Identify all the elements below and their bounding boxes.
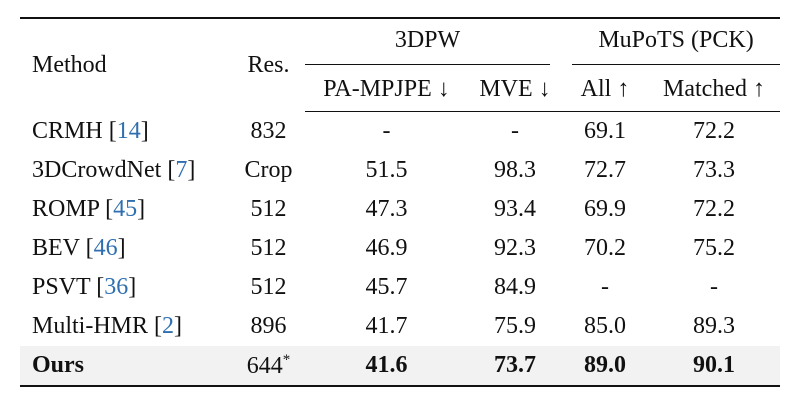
method-cell: 3DCrowdNet [7] bbox=[20, 151, 232, 190]
method-name: 3DCrowdNet [ bbox=[32, 157, 176, 183]
value-cell: 89.3 bbox=[693, 313, 735, 339]
group-header: 3DPW bbox=[305, 18, 562, 67]
value-cell: 72.2 bbox=[693, 196, 735, 222]
res-cell: 512 bbox=[232, 268, 305, 307]
value-cell: 46.9 bbox=[365, 235, 408, 261]
value-cell: - bbox=[710, 274, 718, 300]
value-cell: 73.7 bbox=[468, 346, 562, 386]
method-cell: Multi-HMR [2] bbox=[20, 307, 232, 346]
table-row: Multi-HMR [2] 896 41.7 75.9 85.0 89.3 bbox=[20, 307, 780, 346]
value-cell: - bbox=[511, 118, 519, 144]
method-name: Multi-HMR [ bbox=[32, 313, 163, 339]
subheader: PA-MPJPE ↓ bbox=[305, 67, 468, 112]
method-header: Method bbox=[32, 51, 107, 78]
group-label: MuPoTS (PCK) bbox=[572, 27, 780, 65]
value-cell: 90.1 bbox=[648, 346, 780, 386]
value-cell: 89.0 bbox=[562, 346, 648, 386]
value-cell: 72.7 bbox=[584, 157, 626, 183]
res-cell: 512 bbox=[232, 190, 305, 229]
res-cell: Crop bbox=[232, 151, 305, 190]
value-cell: - bbox=[601, 274, 609, 300]
value-cell: 75.2 bbox=[693, 235, 735, 261]
value-cell: 69.1 bbox=[584, 118, 626, 144]
group-header: MuPoTS (PCK) bbox=[562, 18, 780, 67]
value-cell: 72.2 bbox=[693, 118, 735, 144]
value-cell: 85.0 bbox=[584, 313, 626, 339]
value-cell: 45.7 bbox=[365, 274, 408, 300]
method-name: ] bbox=[137, 196, 146, 222]
value-cell: 51.5 bbox=[365, 157, 408, 183]
table-row: Ours 644* 41.6 73.7 89.0 90.1 bbox=[20, 346, 780, 386]
table-body: CRMH [14] 832 - - 69.1 72.2 3DCrowdNet [7] Crop… bbox=[20, 112, 780, 386]
res-value: 896 bbox=[250, 313, 287, 339]
citation: 46 bbox=[93, 235, 118, 261]
res-header: Res. bbox=[247, 51, 290, 78]
res-value: 512 bbox=[250, 274, 287, 300]
method-name: ] bbox=[187, 157, 196, 183]
method-name: ROMP [ bbox=[32, 196, 114, 222]
method-name: ] bbox=[174, 313, 183, 339]
method-cell: PSVT [36] bbox=[20, 268, 232, 307]
citation: 14 bbox=[116, 117, 141, 144]
value-cell: 41.7 bbox=[365, 313, 408, 339]
table-row: PSVT [36] 512 45.7 84.9 - - bbox=[20, 268, 780, 307]
value-cell: 70.2 bbox=[584, 235, 626, 261]
res-value: Crop bbox=[244, 157, 293, 183]
method-name: ] bbox=[117, 235, 126, 261]
table-header: Method Res. 3DPW MuPoTS (PCK) PA-MPJPE ↓… bbox=[20, 18, 780, 112]
res-mark: * bbox=[282, 351, 291, 368]
method-cell: BEV [46] bbox=[20, 229, 232, 268]
value-cell: 75.9 bbox=[494, 313, 536, 339]
method-name: ] bbox=[128, 274, 137, 300]
method-cell: CRMH [14] bbox=[20, 112, 232, 152]
value-cell: - bbox=[382, 118, 391, 144]
subheader: All ↑ bbox=[562, 67, 648, 112]
res-cell: 832 bbox=[232, 112, 305, 152]
value-cell: 92.3 bbox=[494, 235, 536, 261]
table-row: 3DCrowdNet [7] Crop 51.5 98.3 72.7 73.3 bbox=[20, 151, 780, 190]
group-label: 3DPW bbox=[305, 27, 550, 65]
citation: 45 bbox=[113, 196, 138, 222]
res-value: 832 bbox=[250, 117, 287, 144]
method-name: Ours bbox=[32, 352, 85, 378]
results-table: Method Res. 3DPW MuPoTS (PCK) PA-MPJPE ↓… bbox=[20, 17, 780, 387]
value-cell: 41.6 bbox=[305, 346, 468, 386]
table-row: BEV [46] 512 46.9 92.3 70.2 75.2 bbox=[20, 229, 780, 268]
method-name: CRMH [ bbox=[32, 117, 117, 144]
res-value: 512 bbox=[250, 235, 287, 261]
subheader: MVE ↓ bbox=[468, 67, 562, 112]
value-cell: 69.9 bbox=[584, 196, 626, 222]
header-row: Method Res. 3DPW MuPoTS (PCK) bbox=[20, 18, 780, 78]
citation: 2 bbox=[162, 313, 175, 339]
value-cell: 93.4 bbox=[494, 196, 536, 222]
method-name: PSVT [ bbox=[32, 274, 105, 300]
subheader: Matched ↑ bbox=[648, 67, 780, 112]
method-cell: Ours bbox=[20, 346, 232, 386]
subheader-row: PA-MPJPE ↓ MVE ↓ All ↑ Matched ↑ bbox=[20, 67, 780, 112]
res-value: 512 bbox=[250, 196, 287, 222]
value-cell: 98.3 bbox=[494, 157, 536, 183]
value-cell: 84.9 bbox=[494, 274, 536, 300]
citation: 7 bbox=[175, 157, 188, 183]
res-cell: 644* bbox=[232, 346, 305, 386]
citation: 36 bbox=[104, 274, 129, 300]
method-name: BEV [ bbox=[32, 235, 94, 261]
res-cell: 896 bbox=[232, 307, 305, 346]
table-row: CRMH [14] 832 - - 69.1 72.2 bbox=[20, 112, 780, 152]
res-value: 644 bbox=[246, 352, 283, 379]
res-cell: 512 bbox=[232, 229, 305, 268]
method-cell: ROMP [45] bbox=[20, 190, 232, 229]
table-row: ROMP [45] 512 47.3 93.4 69.9 72.2 bbox=[20, 190, 780, 229]
method-name: ] bbox=[140, 117, 149, 144]
value-cell: 73.3 bbox=[693, 157, 735, 183]
value-cell: 47.3 bbox=[365, 196, 408, 222]
